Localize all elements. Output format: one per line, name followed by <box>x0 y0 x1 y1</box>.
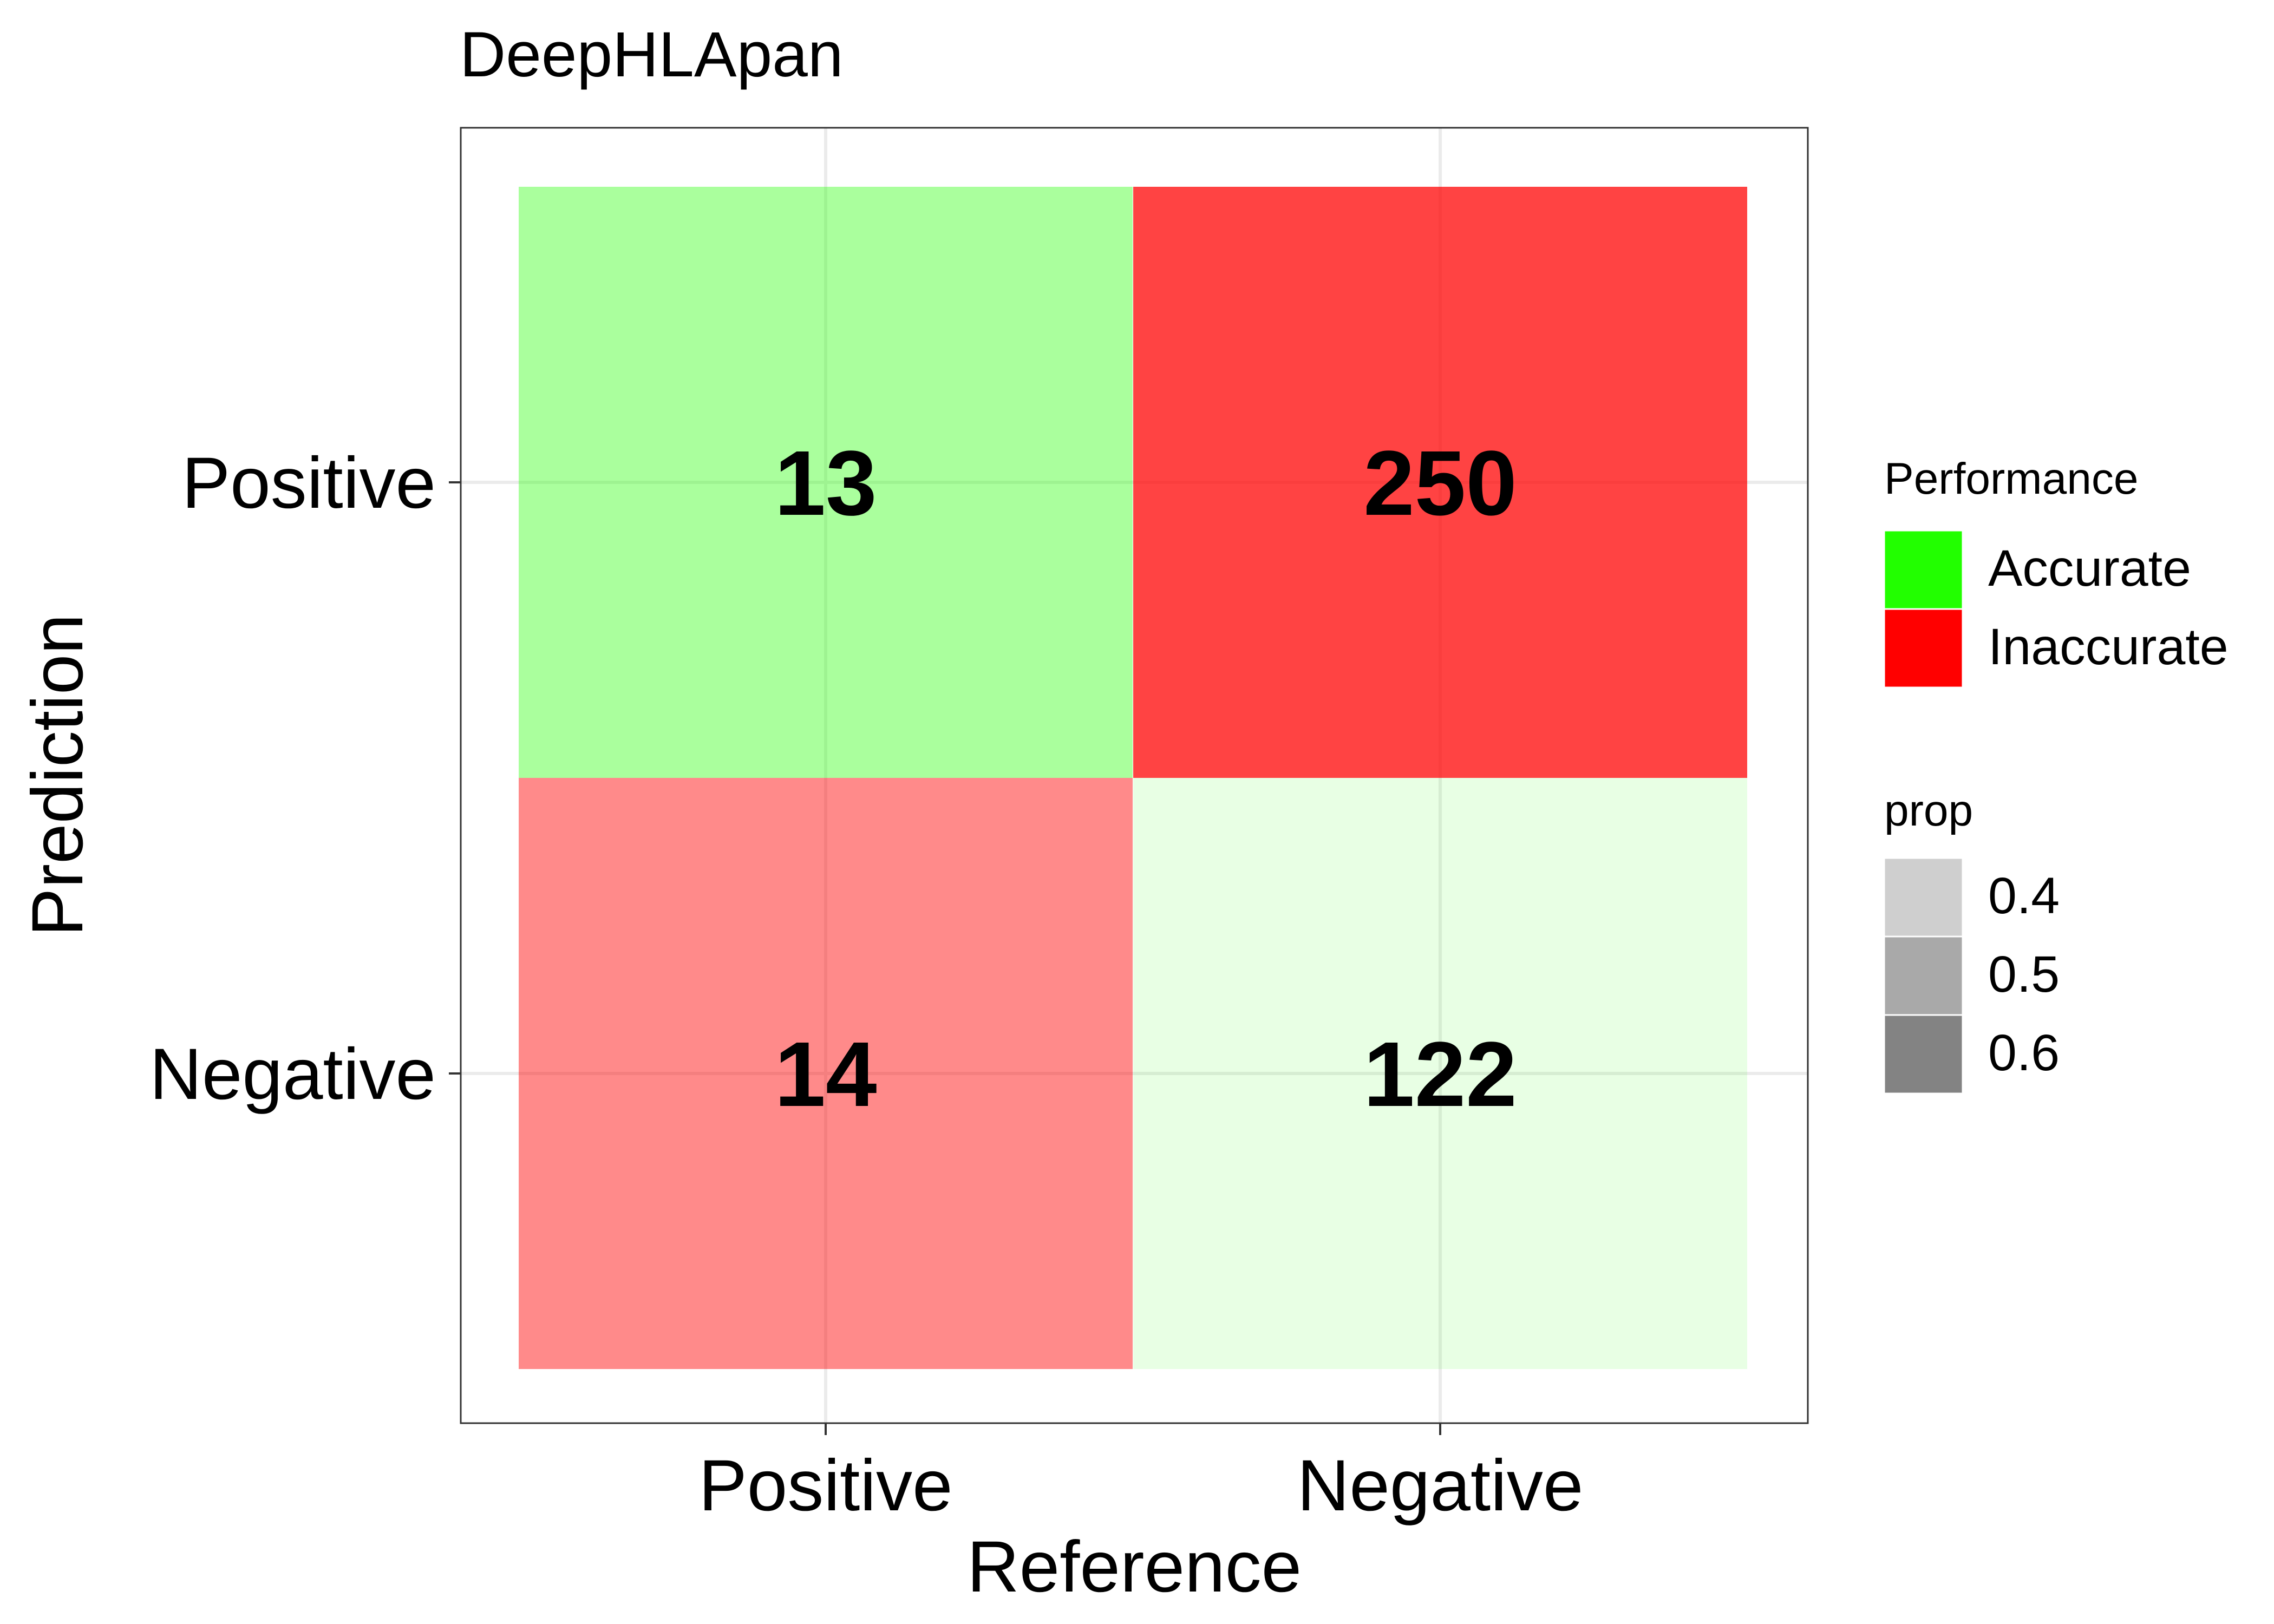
chart-title: DeepHLApan <box>460 19 844 90</box>
legend-key-prop-0.4 <box>1883 857 1964 938</box>
legend-prop: prop 0.4 0.5 0.6 <box>1883 786 2060 1095</box>
x-axis-title: Reference <box>967 1527 1302 1607</box>
heatmap-cell-negative-positive <box>519 778 1133 1369</box>
y-axis-title: Prediction <box>17 614 98 937</box>
legend-label-prop-0.6: 0.6 <box>1988 1024 2060 1082</box>
legend-performance: Performance Accurate Inaccurate <box>1883 454 2229 689</box>
cell-value-label: 13 <box>774 432 877 535</box>
legend-key-inaccurate <box>1883 608 1964 689</box>
plot-panel-border <box>460 127 1809 1424</box>
y-tick-label-negative: Negative <box>149 1034 436 1115</box>
cell-value-label: 250 <box>1363 432 1517 535</box>
axes: Positive Negative Positive Negative <box>149 443 1583 1526</box>
x-tick-label-positive: Positive <box>698 1445 952 1526</box>
legend-key-accurate <box>1883 529 1964 610</box>
legend-label-inaccurate: Inaccurate <box>1988 618 2229 676</box>
legend-label-prop-0.4: 0.4 <box>1988 867 2060 925</box>
legend-key-prop-0.6 <box>1883 1014 1964 1095</box>
legend-label-accurate: Accurate <box>1988 540 2191 597</box>
legend-prop-title: prop <box>1884 786 1973 835</box>
cell-labels: 13 250 14 122 <box>774 432 1517 1126</box>
legend-key-prop-0.5 <box>1883 935 1964 1016</box>
y-tick-label-positive: Positive <box>182 443 436 523</box>
cell-value-label: 14 <box>774 1023 877 1126</box>
heatmap-cell-positive-positive <box>519 187 1133 778</box>
heatmap-cell-negative-negative <box>1133 778 1747 1369</box>
legend-performance-title: Performance <box>1884 454 2138 503</box>
heatmap-cell-positive-negative <box>1133 187 1747 778</box>
legend-label-prop-0.5: 0.5 <box>1988 946 2060 1003</box>
x-tick-label-negative: Negative <box>1297 1445 1584 1526</box>
cell-value-label: 122 <box>1363 1023 1517 1126</box>
heatmap-cells <box>519 187 1747 1369</box>
